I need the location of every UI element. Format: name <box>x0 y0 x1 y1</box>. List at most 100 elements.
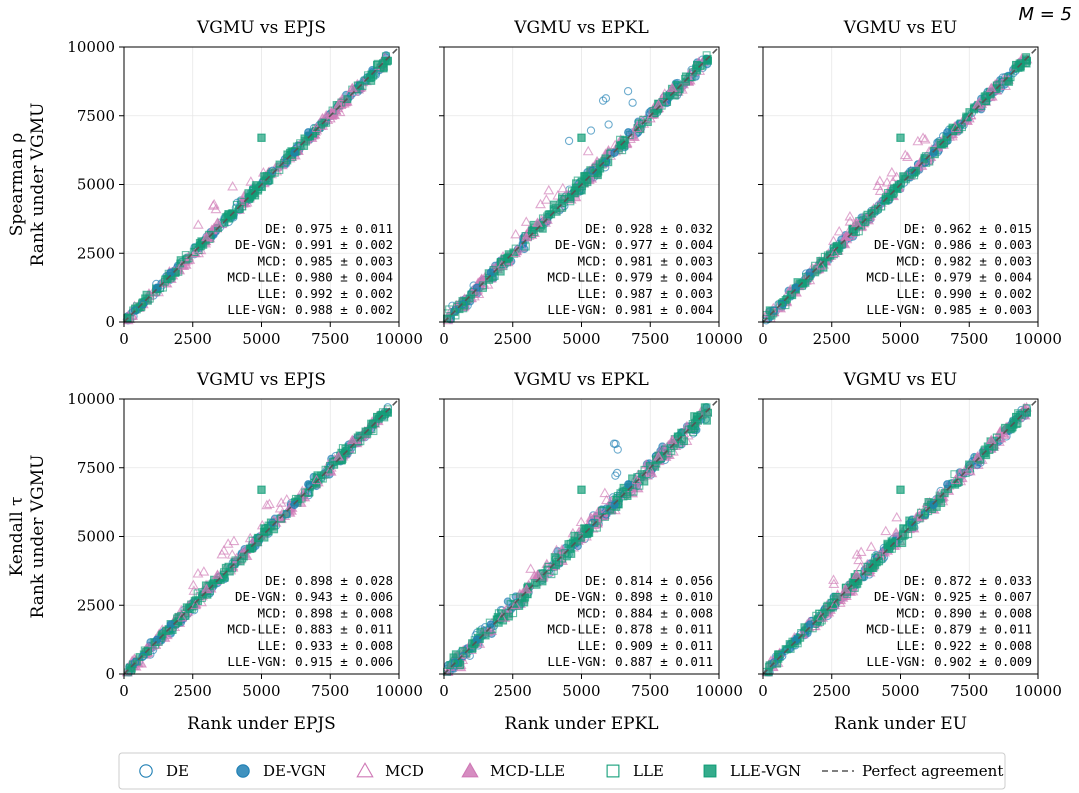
legend-marker <box>236 764 250 778</box>
point-lle-vgn <box>885 544 894 553</box>
point-de-vgn <box>610 500 619 510</box>
x-tick-label: 0 <box>758 330 768 348</box>
point-mcd <box>510 247 521 258</box>
point-lle-vgn <box>549 200 558 209</box>
point-de <box>564 136 574 146</box>
point-lle-vgn <box>465 294 474 303</box>
stat-line: LLE-VGN: 0.985 ± 0.003 <box>866 302 1032 317</box>
stat-line: LLE: 0.992 ± 0.002 <box>258 286 393 301</box>
point-mcd-lle <box>985 82 997 93</box>
point-mcd <box>540 194 552 204</box>
point-lle <box>276 514 285 523</box>
point-mcd <box>535 198 546 209</box>
x-tick-label: 10000 <box>695 682 743 700</box>
panel-title: VGMU vs EPKL <box>513 18 649 38</box>
point-mcd <box>872 180 884 190</box>
stat-line: LLE: 0.987 ± 0.003 <box>578 286 713 301</box>
point-de-vgn <box>152 635 162 644</box>
stat-line: DE: 0.962 ± 0.015 <box>904 221 1032 236</box>
point-de <box>586 126 596 135</box>
perfect-agreement-line <box>762 46 1039 323</box>
stat-line: MCD: 0.884 ± 0.008 <box>578 605 713 620</box>
point-mcd <box>644 112 656 123</box>
point-lle-vgn <box>246 192 255 201</box>
point-lle-vgn <box>580 172 589 181</box>
point-mcd <box>324 464 336 475</box>
point-mcd <box>190 599 201 610</box>
stat-line: LLE: 0.909 ± 0.011 <box>578 638 713 653</box>
scatter-points <box>761 401 1032 677</box>
point-mcd <box>886 166 898 177</box>
point-mcd <box>865 541 877 551</box>
point-de-vgn <box>304 128 313 137</box>
point-de-vgn <box>943 480 952 489</box>
x-tick-label: 0 <box>439 330 449 348</box>
point-mcd <box>510 228 522 239</box>
panel-3: 0 2500 5000 7500 10000 VGMU vs EU DE: 0.962 ± … <box>758 18 1062 348</box>
point-mcd <box>815 260 827 270</box>
stat-line: LLE: 0.990 ± 0.002 <box>897 286 1032 301</box>
point-lle-vgn <box>521 593 530 602</box>
legend-entry-de: DE <box>139 762 189 780</box>
point-lle-vgn <box>940 489 949 497</box>
point-mcd <box>557 182 569 193</box>
point-de <box>612 468 622 478</box>
point-mcd <box>525 563 537 573</box>
stat-line: DE: 0.928 ± 0.032 <box>585 221 713 236</box>
point-mcd <box>263 498 275 509</box>
stat-line: LLE-VGN: 0.887 ± 0.011 <box>547 654 713 669</box>
point-lle <box>635 481 644 490</box>
stat-line: DE-VGN: 0.977 ± 0.004 <box>555 237 713 252</box>
stat-line: LLE: 0.922 ± 0.008 <box>897 638 1032 653</box>
x-tick-label: 10000 <box>375 330 423 348</box>
point-mcd <box>891 171 903 181</box>
point-lle-vgn <box>703 416 711 425</box>
point-mcd <box>828 574 839 584</box>
legend-entry-perfect-agreement: Perfect agreement <box>822 762 1003 780</box>
point-lle-vgn <box>593 169 602 178</box>
point-mcd <box>963 464 975 475</box>
point-de-vgn <box>290 500 299 510</box>
legend-marker <box>356 762 374 778</box>
point-mcd-lle <box>532 569 543 579</box>
point-mcd <box>601 494 612 505</box>
point-lle-vgn <box>573 183 582 192</box>
point-lle-vgn <box>530 579 539 588</box>
point-de <box>769 306 779 315</box>
point-lle-vgn <box>912 166 920 175</box>
panel-title: VGMU vs EU <box>843 370 957 390</box>
point-lle-vgn <box>510 599 519 608</box>
point-lle-vgn <box>246 544 255 553</box>
point-mcd <box>520 216 532 226</box>
point-lle <box>547 570 556 579</box>
point-mcd <box>891 511 903 522</box>
point-mcd <box>829 247 840 258</box>
point-de <box>604 120 613 129</box>
x-tick-label: 2500 <box>494 330 532 348</box>
point-de <box>450 306 460 315</box>
point-lle-vgn <box>451 650 460 659</box>
stat-line: DE: 0.872 ± 0.033 <box>904 573 1032 588</box>
y-tick-label: 2500 <box>77 244 115 262</box>
perfect-agreement-line <box>443 46 720 323</box>
x-tick-label: 2500 <box>174 330 212 348</box>
x-tick-label: 0 <box>758 682 768 700</box>
point-lle-vgn <box>1005 77 1014 86</box>
x-tick-label: 2500 <box>813 682 851 700</box>
point-lle-vgn <box>260 172 269 181</box>
point-mcd <box>187 579 199 590</box>
point-mcd <box>582 145 594 156</box>
point-mcd <box>851 549 863 559</box>
point-lle-vgn <box>640 477 649 486</box>
point-de <box>623 87 633 96</box>
panel-6: 0 2500 5000 7500 10000 VGMU vs EU DE: 0.872 ± … <box>758 370 1062 734</box>
stat-line: MCD-LLE: 0.980 ± 0.004 <box>227 270 393 285</box>
legend-marker <box>461 762 479 778</box>
stat-line: MCD-LLE: 0.878 ± 0.011 <box>547 622 713 637</box>
point-lle-vgn <box>496 267 505 276</box>
point-lle-vgn <box>580 524 589 533</box>
stat-line: DE-VGN: 0.943 ± 0.006 <box>235 589 393 604</box>
